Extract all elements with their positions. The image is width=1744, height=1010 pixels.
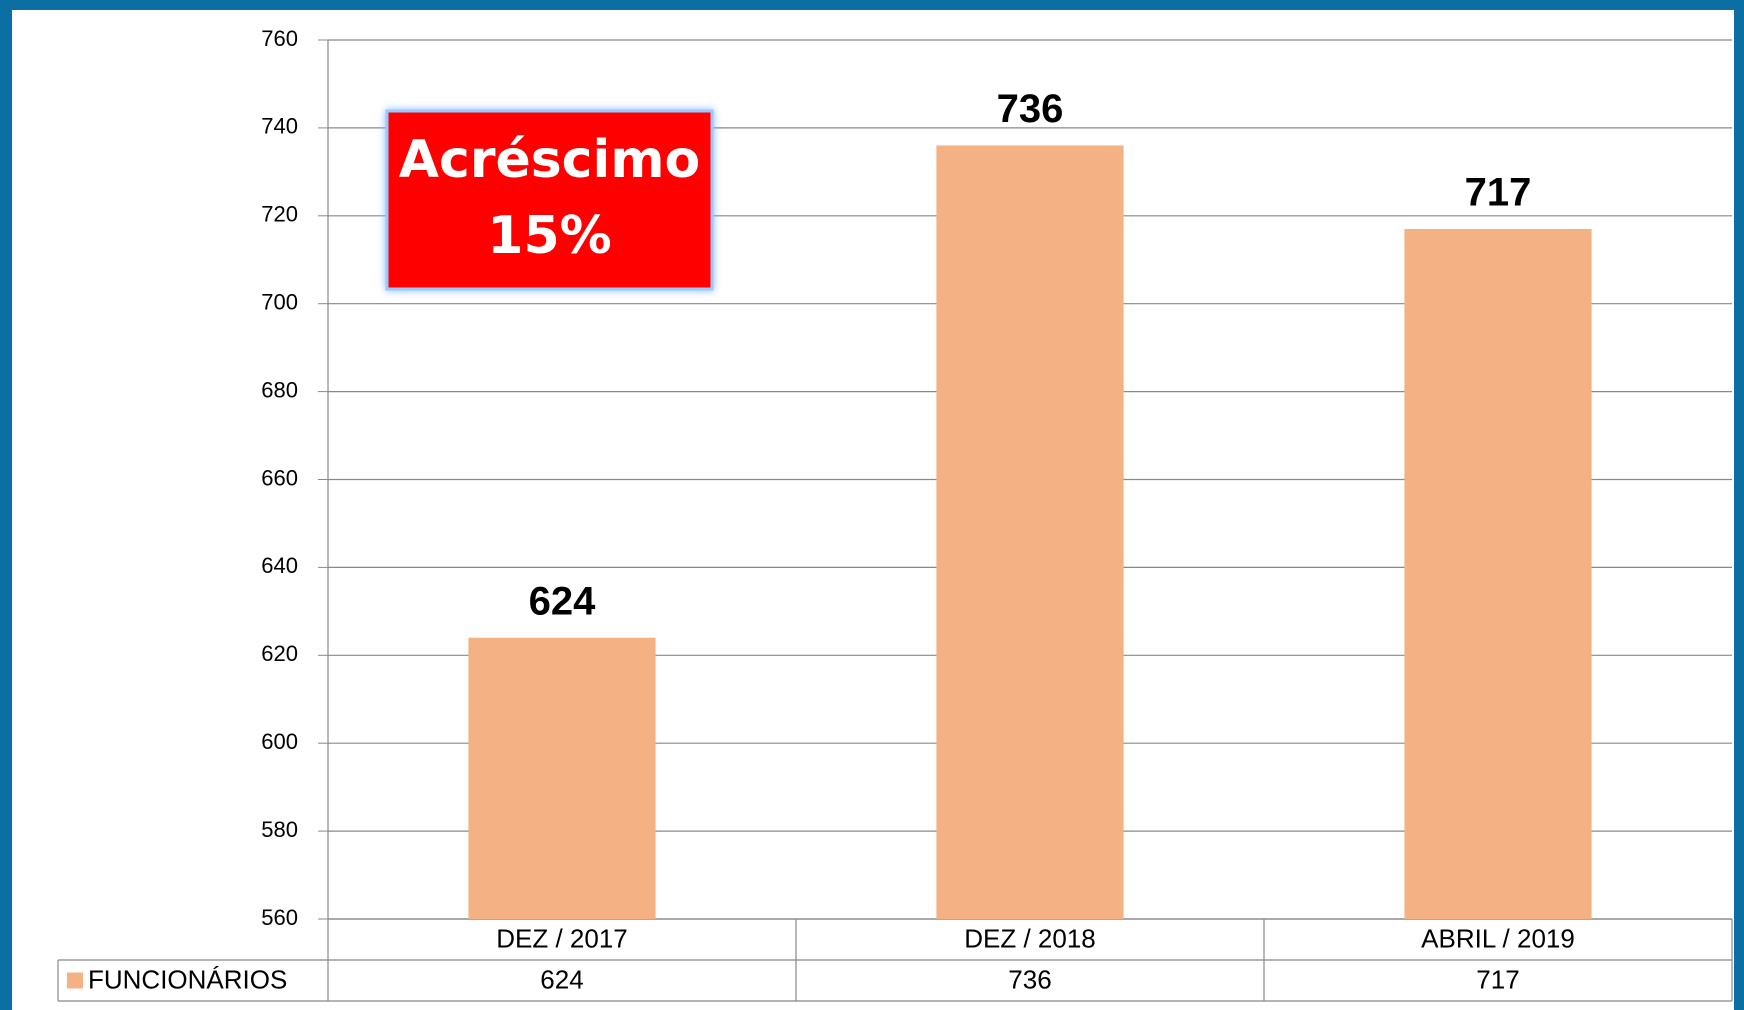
bar xyxy=(1404,228,1592,920)
y-tick-label: 620 xyxy=(261,641,298,666)
y-tick-label: 760 xyxy=(261,26,298,51)
y-tick-label: 720 xyxy=(261,202,298,227)
y-tick-label: 640 xyxy=(261,553,298,578)
x-tick-label: ABRIL / 2019 xyxy=(1421,923,1575,953)
table-value: 624 xyxy=(540,964,583,994)
y-tick-label: 600 xyxy=(261,729,298,754)
annotation-box xyxy=(385,109,714,291)
legend-swatch xyxy=(67,972,83,989)
y-tick-label: 580 xyxy=(261,817,298,842)
x-tick-label: DEZ / 2017 xyxy=(496,923,628,953)
bar xyxy=(936,145,1124,920)
legend-label: FUNCIONÁRIOS xyxy=(88,964,287,994)
data-label: 717 xyxy=(1465,171,1532,215)
table-value: 736 xyxy=(1008,964,1051,994)
data-label: 736 xyxy=(997,87,1064,131)
data-label: 624 xyxy=(529,579,596,623)
table-value: 717 xyxy=(1476,964,1519,994)
x-tick-label: DEZ / 2018 xyxy=(964,923,1096,953)
y-tick-label: 680 xyxy=(261,377,298,402)
annotation-text: 15% xyxy=(487,206,611,266)
y-tick-label: 660 xyxy=(261,465,298,490)
annotation-text: Acréscimo xyxy=(399,130,701,190)
y-tick-label: 700 xyxy=(261,290,298,315)
y-tick-label: 560 xyxy=(261,905,298,930)
bar xyxy=(468,637,656,919)
y-tick-label: 740 xyxy=(261,114,298,139)
